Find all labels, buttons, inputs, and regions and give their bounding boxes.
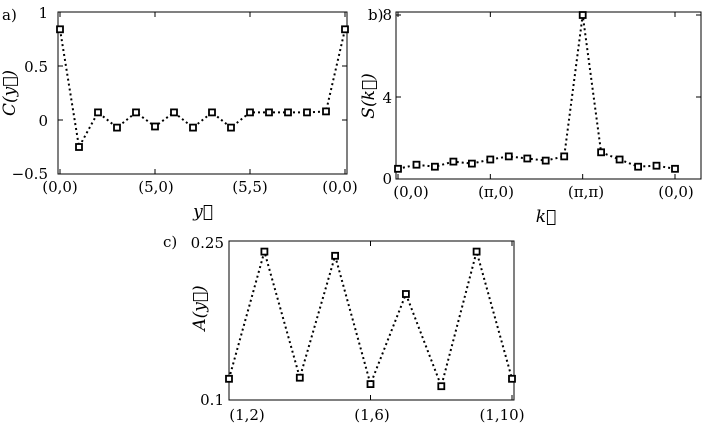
panel-a-data-point-11: [265, 108, 273, 117]
panel-a-x-ticks: (0,0) (5,0) (5,5) (0,0): [42, 178, 358, 196]
panel-c-plot-frame: [228, 240, 515, 401]
panel-a-data-point-2: [94, 108, 102, 117]
panel-b-data-point-12: [615, 155, 624, 164]
panel-a-xtick-label-2: (5,5): [232, 178, 268, 196]
panel-a-ytick-label-0: 1: [38, 4, 48, 22]
panel-a-data-point-13: [303, 108, 311, 117]
panel-b-data-point-8: [541, 156, 550, 165]
panel-a-x-axis-label: y⃗: [192, 202, 213, 222]
panel-a-xtick-label-0: (0,0): [42, 178, 78, 196]
panel-a-data-point-3: [113, 123, 121, 132]
panel-b-label: b): [368, 6, 383, 24]
panel-a-data-point-14: [322, 107, 330, 116]
panel-c-data-point-4: [366, 380, 375, 389]
panel-c-ytick-label-1: 0.1: [200, 391, 224, 409]
panel-b: b) 8 4 0 (0,0) (π,0) (π,π) (0,0) k⃗ S(k⃗…: [359, 6, 702, 227]
panel-a-y-axis-label: C(y⃗): [0, 70, 20, 116]
panel-c-data-point-3: [331, 251, 340, 260]
panel-c-series: [225, 240, 516, 401]
panel-b-ytick-label-1: 4: [382, 89, 392, 107]
panel-b-ytick-label-2: 0: [382, 170, 392, 188]
panel-b-xtick-label-3: (0,0): [658, 183, 694, 201]
panel-c-xtick-label-2: (1,10): [479, 406, 524, 424]
panel-b-data-point-6: [504, 152, 513, 161]
panel-a-data-point-10: [246, 108, 254, 117]
panel-a-ytick-label-1: 0.5: [24, 58, 48, 76]
panel-a-data-point-9: [227, 123, 235, 132]
panel-b-data-point-3: [449, 157, 458, 166]
panel-c-y-ticks: 0.25 0.1: [191, 234, 224, 409]
panel-b-series: [394, 11, 701, 180]
panel-c-ytick-label-0: 0.25: [191, 234, 224, 252]
panel-c-xtick-label-0: (1,2): [229, 406, 265, 424]
panel-b-x-ticks: (0,0) (π,0) (π,π) (0,0): [393, 183, 694, 201]
panel-b-data-point-15: [671, 164, 679, 173]
panel-c-data-point-8: [508, 374, 516, 383]
panel-b-y-ticks: 8 4 0: [382, 6, 392, 188]
panel-a-data-point-5: [151, 122, 159, 131]
panel-b-plot-frame: [395, 11, 702, 180]
panel-b-data-point-11: [597, 148, 605, 157]
panel-b-data-point-13: [634, 162, 642, 171]
panel-a-xtick-label-3: (0,0): [322, 178, 358, 196]
panel-c-y-axis-label: A(y⃗): [190, 285, 210, 332]
panel-a-data-point-4: [132, 108, 140, 117]
panel-b-xtick-label-1: (π,0): [478, 183, 514, 201]
panel-b-data-point-2: [430, 162, 439, 171]
panel-a-series: [56, 11, 349, 175]
panel-b-data-point-10: [578, 11, 587, 19]
panel-b-y-axis-label: S(k⃗): [359, 73, 379, 118]
panel-a: a) 1 0.5 0 −0.5 (0,0) (5,0) (5,5) (0,0) …: [0, 4, 358, 222]
panel-b-data-point-4: [467, 159, 476, 168]
panel-b-xtick-label-2: (π,π): [568, 183, 604, 201]
panel-b-x-axis-label: k⃗: [536, 207, 557, 227]
panel-b-data-point-9: [560, 152, 569, 161]
panel-c-data-point-0: [225, 374, 233, 383]
panel-a-xtick-label-1: (5,0): [138, 178, 174, 196]
panel-c-data-point-5: [401, 290, 410, 298]
panel-a-plot-frame: [57, 11, 348, 175]
panel-b-ytick-label-0: 8: [382, 6, 392, 24]
panel-c-xtick-label-1: (1,6): [354, 406, 390, 424]
panel-b-data-point-5: [486, 155, 495, 164]
panel-c-x-ticks: (1,2) (1,6) (1,10): [229, 406, 524, 424]
panel-a-ytick-label-2: 0: [38, 112, 48, 130]
panel-c: c) 0.25 0.1 (1,2) (1,6) (1,10) A(y⃗): [163, 233, 525, 424]
panel-a-data-point-0: [56, 25, 64, 34]
panel-c-data-point-7: [472, 247, 481, 256]
panel-a-label: a): [2, 6, 17, 24]
panel-b-data-point-1: [412, 160, 421, 169]
panel-b-data-point-14: [652, 161, 661, 170]
panel-a-ytick-label-3: −0.5: [12, 165, 48, 183]
panel-c-series-line: [228, 247, 513, 390]
panel-a-data-point-7: [189, 123, 197, 132]
panel-a-data-point-12: [284, 108, 292, 117]
panel-a-data-point-8: [208, 108, 216, 117]
panel-b-data-point-7: [523, 154, 532, 163]
panel-a-data-point-1: [75, 143, 83, 151]
panel-b-series-line: [397, 14, 676, 170]
panel-c-data-point-2: [295, 373, 304, 382]
panel-a-series-line: [59, 29, 346, 151]
panel-c-data-point-1: [260, 247, 269, 256]
panel-c-data-point-6: [437, 382, 446, 391]
panel-a-data-point-6: [170, 108, 178, 117]
panel-a-data-point-15: [341, 25, 349, 34]
panel-b-xtick-label-0: (0,0): [393, 183, 429, 201]
panel-a-y-ticks: 1 0.5 0 −0.5: [12, 4, 48, 183]
panel-c-label: c): [163, 233, 177, 251]
panel-b-data-point-0: [394, 164, 402, 173]
